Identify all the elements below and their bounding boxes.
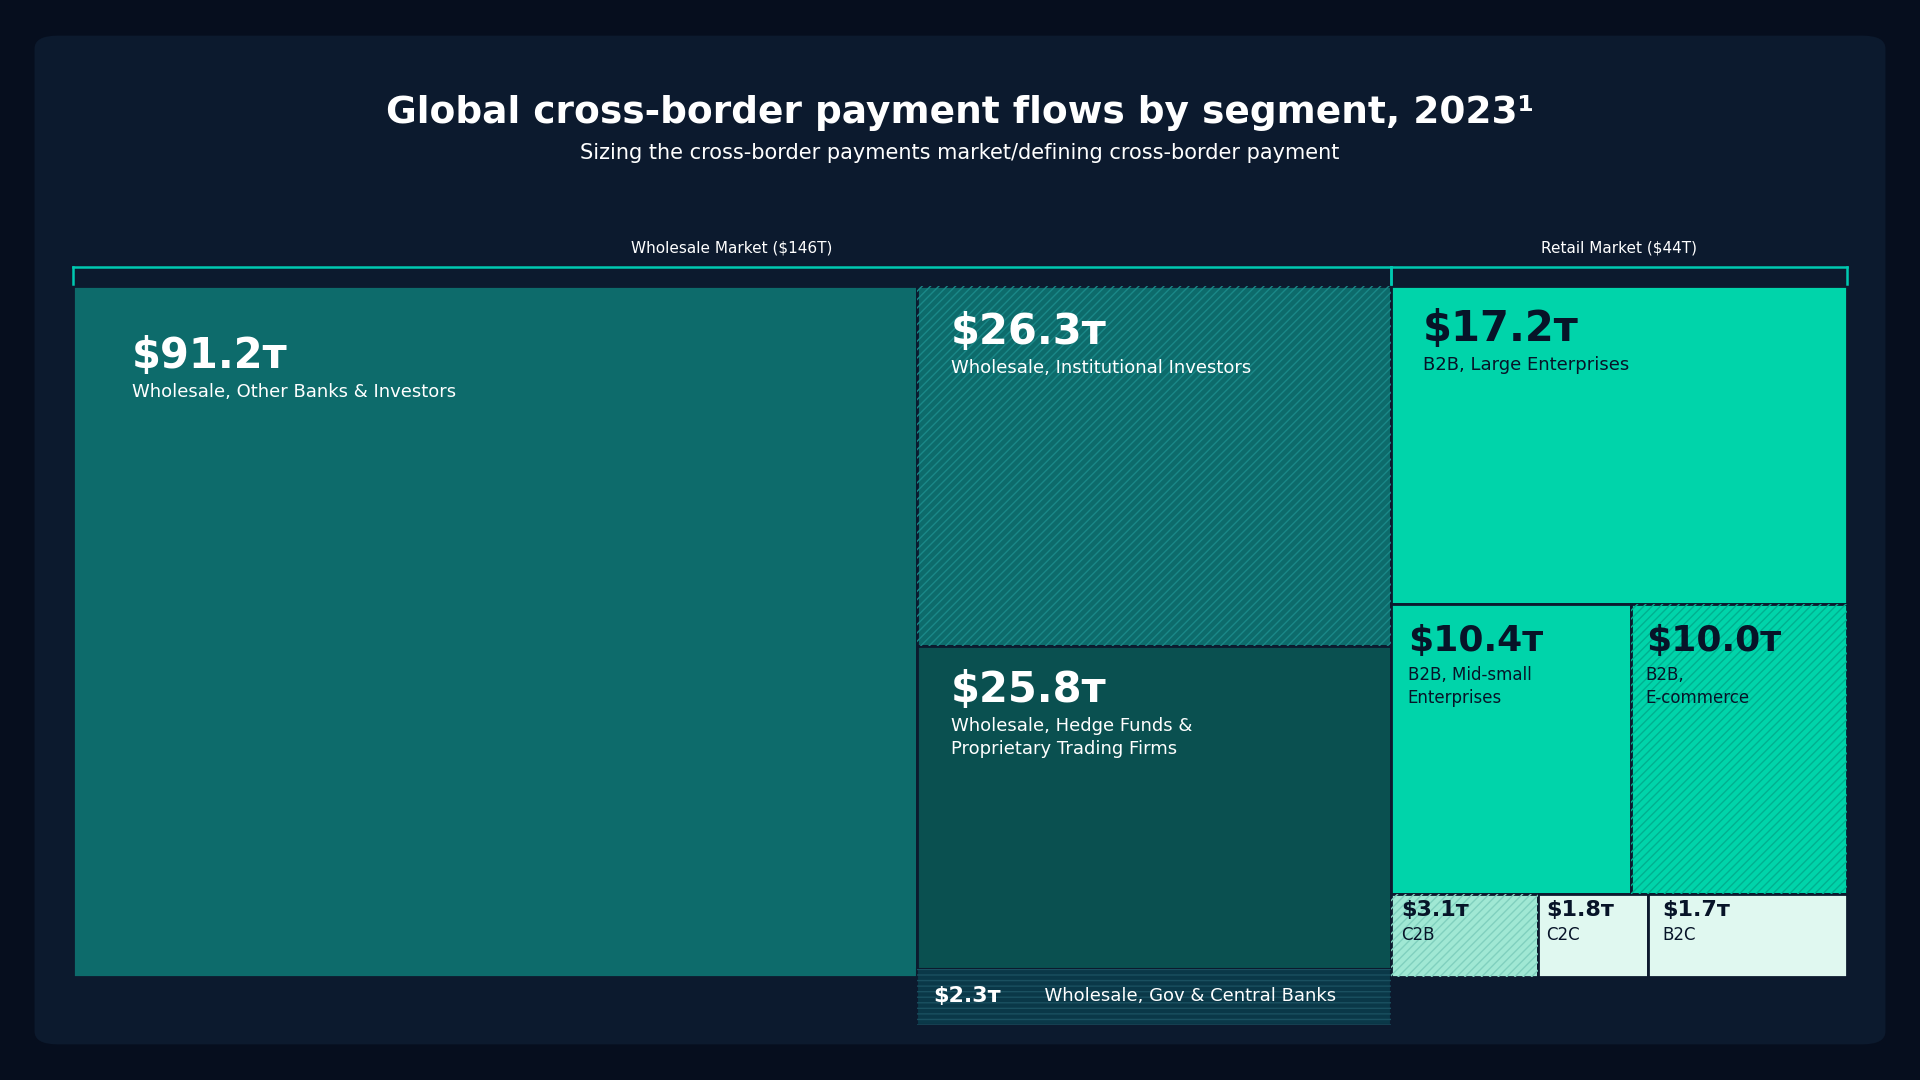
Text: $17.2ᴛ: $17.2ᴛ — [1423, 309, 1578, 350]
Bar — [918, 969, 1392, 1025]
Text: B2B,
E-commerce: B2B, E-commerce — [1645, 666, 1749, 707]
Text: $2.3ᴛ: $2.3ᴛ — [933, 986, 1000, 1005]
Text: Retail Market ($44T): Retail Market ($44T) — [1542, 241, 1697, 256]
FancyBboxPatch shape — [35, 36, 1885, 1044]
Bar — [1392, 604, 1630, 894]
Text: Wholesale Market ($146T): Wholesale Market ($146T) — [632, 241, 833, 256]
Text: B2B, Mid-small
Enterprises: B2B, Mid-small Enterprises — [1407, 666, 1532, 707]
Text: Wholesale, Hedge Funds &
Proprietary Trading Firms: Wholesale, Hedge Funds & Proprietary Tra… — [950, 717, 1192, 758]
Text: B2C: B2C — [1663, 926, 1695, 944]
Text: $91.2ᴛ: $91.2ᴛ — [132, 335, 288, 377]
Text: $1.8ᴛ: $1.8ᴛ — [1546, 901, 1615, 920]
Bar — [1649, 894, 1847, 977]
Bar — [1538, 894, 1649, 977]
Bar — [1392, 894, 1538, 977]
Text: Global cross-border payment flows by segment, 2023¹: Global cross-border payment flows by seg… — [386, 95, 1534, 132]
Text: C2B: C2B — [1402, 926, 1434, 944]
Bar — [1392, 286, 1847, 604]
Text: $26.3ᴛ: $26.3ᴛ — [950, 311, 1106, 353]
Text: $10.4ᴛ: $10.4ᴛ — [1407, 624, 1544, 659]
Bar — [1630, 604, 1847, 894]
Text: $10.0ᴛ: $10.0ᴛ — [1645, 624, 1782, 659]
Bar — [73, 286, 918, 977]
Text: $25.8ᴛ: $25.8ᴛ — [950, 669, 1106, 711]
Text: Wholesale, Institutional Investors: Wholesale, Institutional Investors — [950, 360, 1250, 377]
Text: $1.7ᴛ: $1.7ᴛ — [1663, 901, 1730, 920]
Text: B2B, Large Enterprises: B2B, Large Enterprises — [1423, 356, 1630, 375]
Text: Wholesale, Gov & Central Banks: Wholesale, Gov & Central Banks — [1033, 987, 1336, 1004]
Text: $3.1ᴛ: $3.1ᴛ — [1402, 901, 1469, 920]
Bar — [1392, 894, 1538, 977]
Text: C2C: C2C — [1546, 926, 1580, 944]
Bar — [918, 646, 1392, 977]
Text: Wholesale, Other Banks & Investors: Wholesale, Other Banks & Investors — [132, 382, 457, 401]
Bar — [918, 286, 1392, 646]
Bar — [918, 969, 1392, 1025]
Text: Sizing the cross-border payments market/defining cross-border payment: Sizing the cross-border payments market/… — [580, 144, 1340, 163]
Bar — [1630, 604, 1847, 894]
Bar — [918, 286, 1392, 646]
